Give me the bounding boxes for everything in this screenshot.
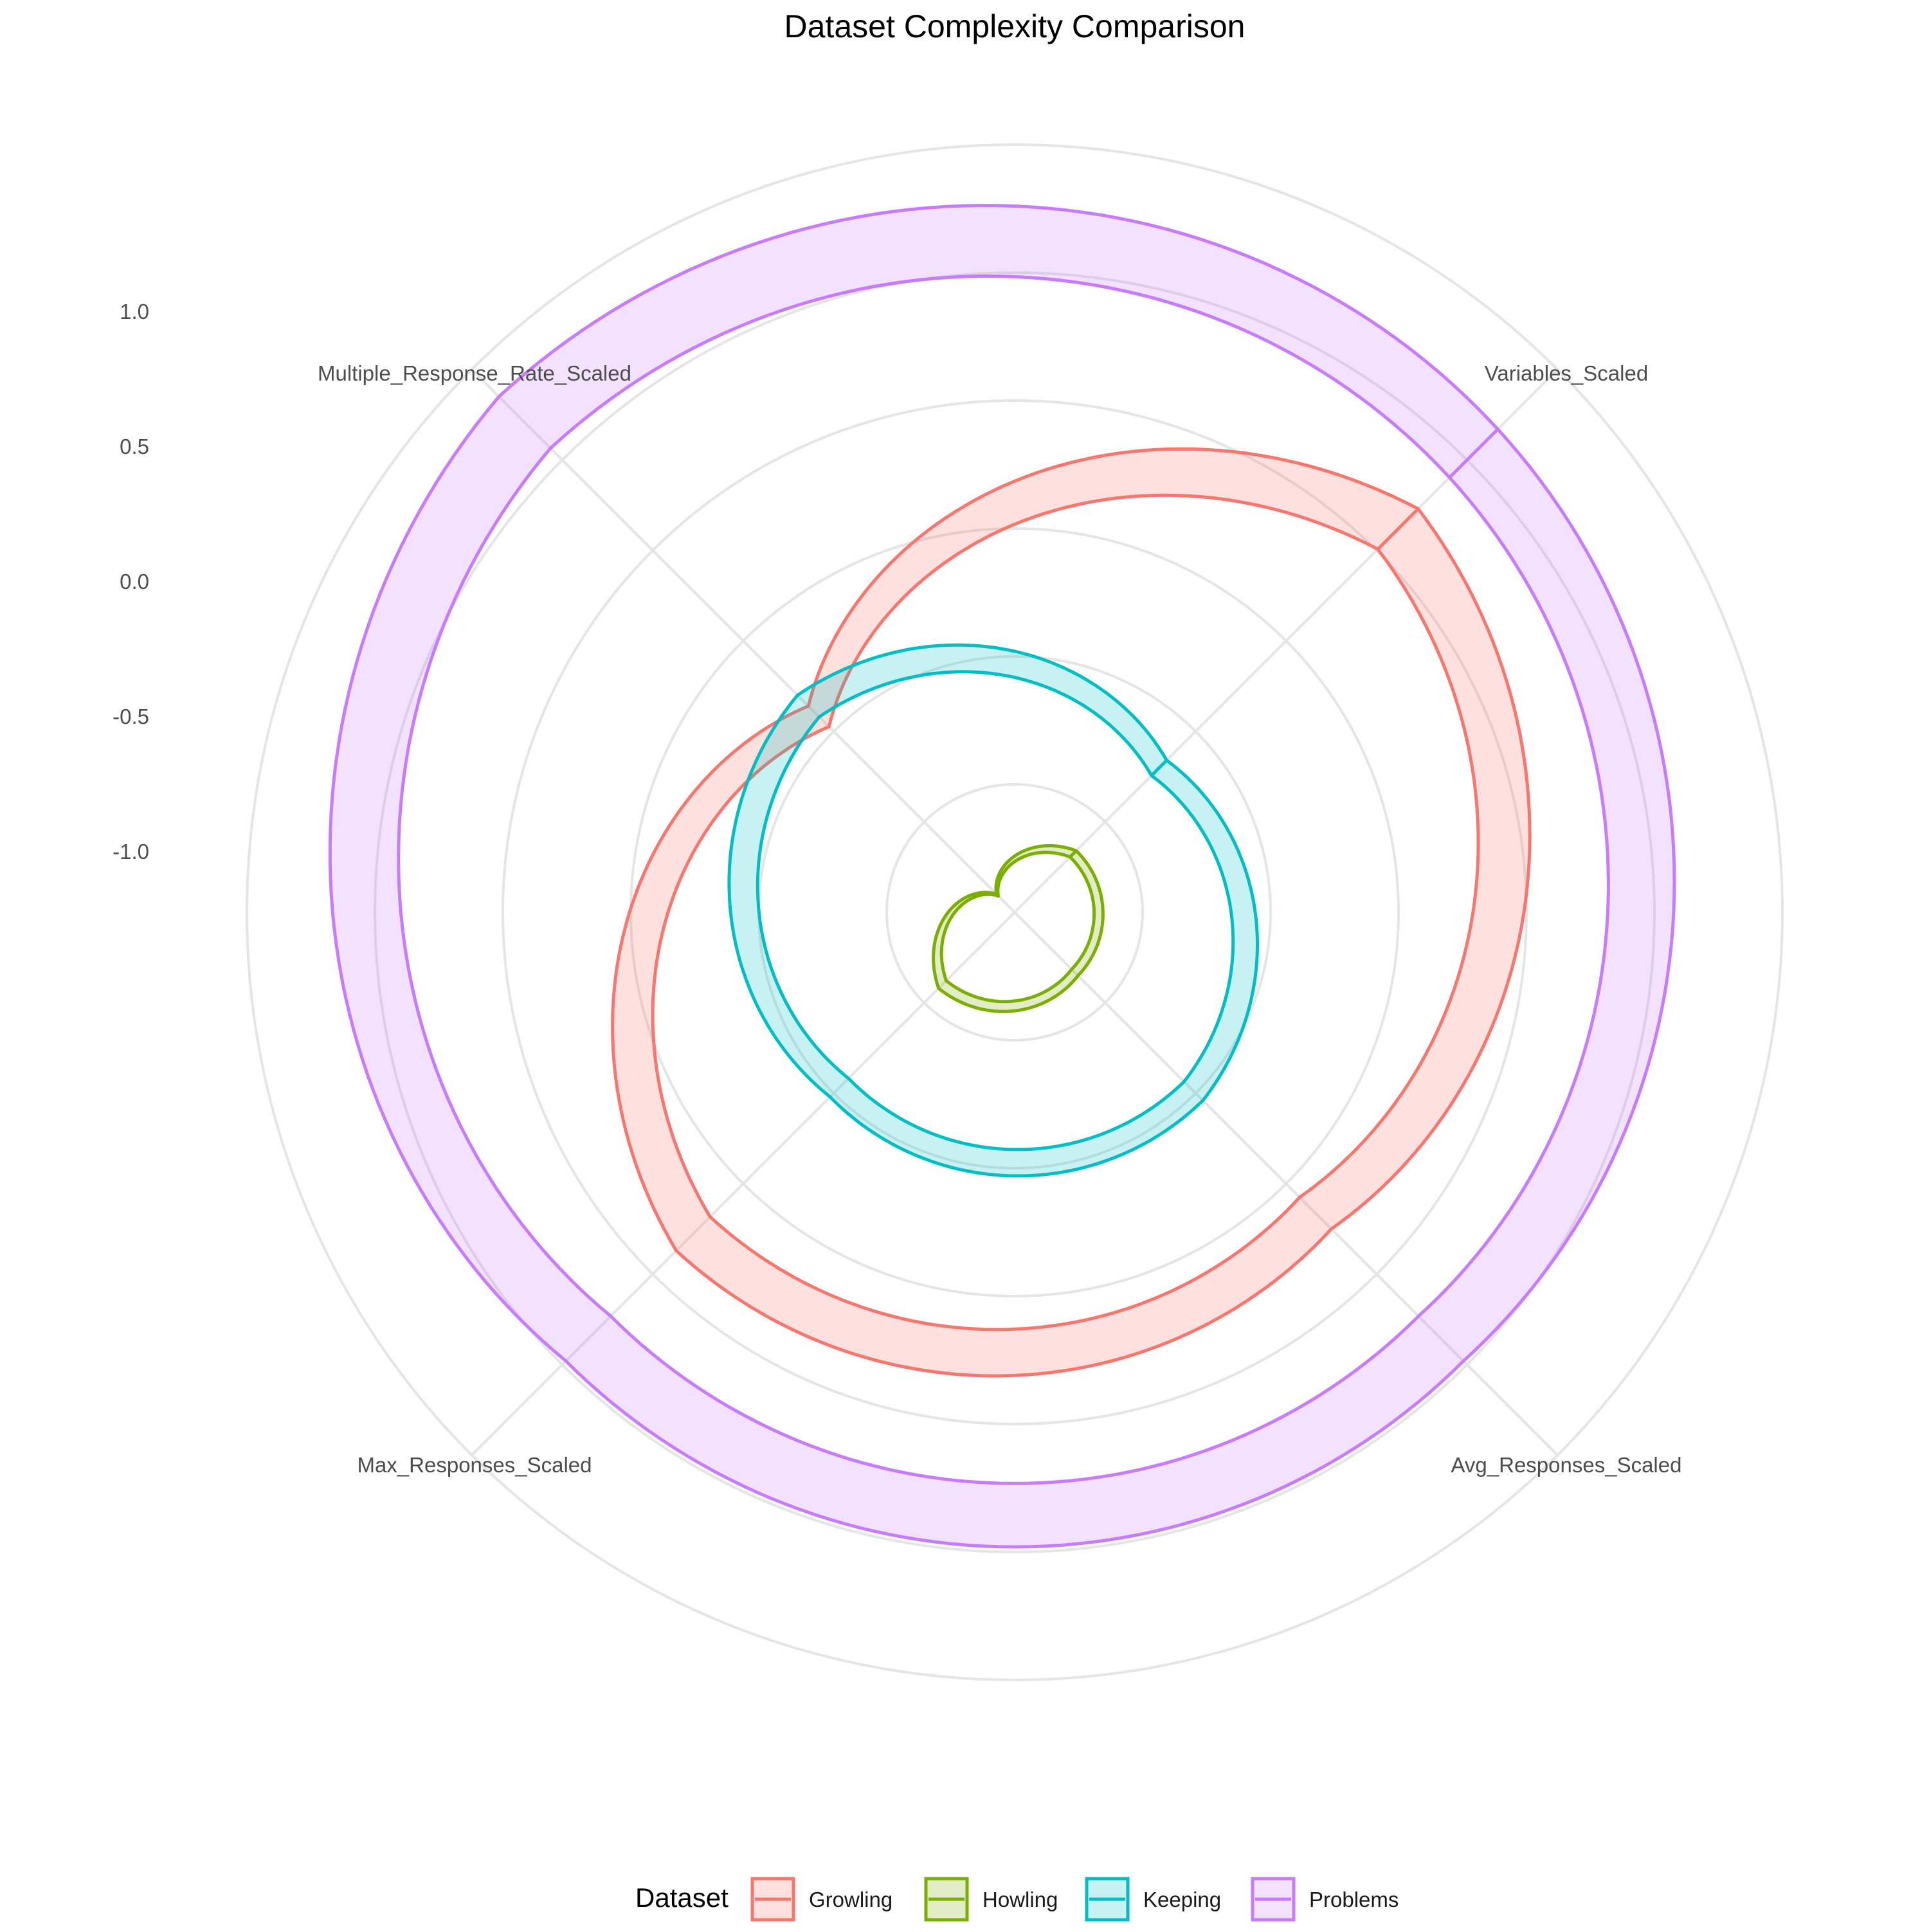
radial-tick-label: -1.0 xyxy=(113,840,149,863)
series-shape-howling xyxy=(934,846,1103,1012)
radial-tick-label: 1.0 xyxy=(120,300,149,323)
grid-spoke xyxy=(472,912,1015,1455)
series-layer xyxy=(330,206,1674,1547)
axis-label: Avg_Responses_Scaled xyxy=(1451,1453,1682,1477)
data-point-problems xyxy=(498,396,499,397)
axis-label: Multiple_Response_Rate_Scaled xyxy=(318,361,631,385)
axis-label: Max_Responses_Scaled xyxy=(357,1453,592,1477)
data-point-keeping xyxy=(1202,1100,1203,1101)
radial-tick-label: 0.5 xyxy=(120,435,149,458)
legend-item-growling: Growling xyxy=(752,1879,892,1920)
legend-label: Howling xyxy=(983,1888,1058,1911)
legend: Dataset Growling Howling Keeping Problems xyxy=(635,1879,1399,1920)
legend-item-problems: Problems xyxy=(1253,1879,1399,1920)
legend-label: Growling xyxy=(809,1888,892,1911)
series-shape-keeping xyxy=(729,645,1258,1176)
axis-label: Variables_Scaled xyxy=(1485,361,1648,385)
data-point-howling xyxy=(938,988,939,989)
legend-title: Dataset xyxy=(635,1882,729,1913)
data-point-keeping xyxy=(797,695,798,696)
legend-item-keeping: Keeping xyxy=(1087,1879,1221,1920)
legend-label: Problems xyxy=(1309,1888,1399,1911)
chart-title: Dataset Complexity Comparison xyxy=(784,8,1245,44)
data-point-keeping xyxy=(1166,760,1167,761)
radial-tick-label: -0.5 xyxy=(113,705,149,728)
legend-label: Keeping xyxy=(1143,1888,1221,1911)
legend-item-howling: Howling xyxy=(926,1879,1058,1920)
radial-tick-label: 0.0 xyxy=(120,570,149,593)
